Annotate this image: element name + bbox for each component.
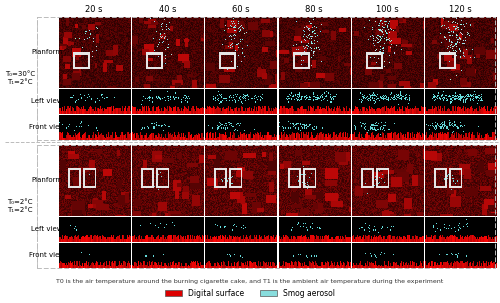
- Text: T0 is the air temperature around the burning cigarette cake, and T1 is the ambie: T0 is the air temperature around the bur…: [56, 279, 444, 284]
- Text: 120 s: 120 s: [450, 5, 472, 14]
- Text: 40 s: 40 s: [159, 5, 176, 14]
- Text: 80 s: 80 s: [306, 5, 323, 14]
- Text: 20 s: 20 s: [86, 5, 103, 14]
- Text: Left view: Left view: [32, 226, 63, 232]
- Text: Front view: Front view: [29, 124, 65, 130]
- Text: Planform: Planform: [32, 49, 62, 55]
- Text: 100 s: 100 s: [376, 5, 399, 14]
- Text: Left view: Left view: [32, 98, 63, 104]
- Text: T₀=30°C
T₁=2°C: T₀=30°C T₁=2°C: [5, 72, 35, 85]
- Legend: Digital surface, Smog aerosol: Digital surface, Smog aerosol: [164, 287, 336, 299]
- Text: 60 s: 60 s: [232, 5, 250, 14]
- Text: Planform: Planform: [32, 178, 62, 184]
- Text: T₀=2°C
T₁=2°C: T₀=2°C T₁=2°C: [8, 199, 33, 213]
- Text: Front view: Front view: [29, 252, 65, 258]
